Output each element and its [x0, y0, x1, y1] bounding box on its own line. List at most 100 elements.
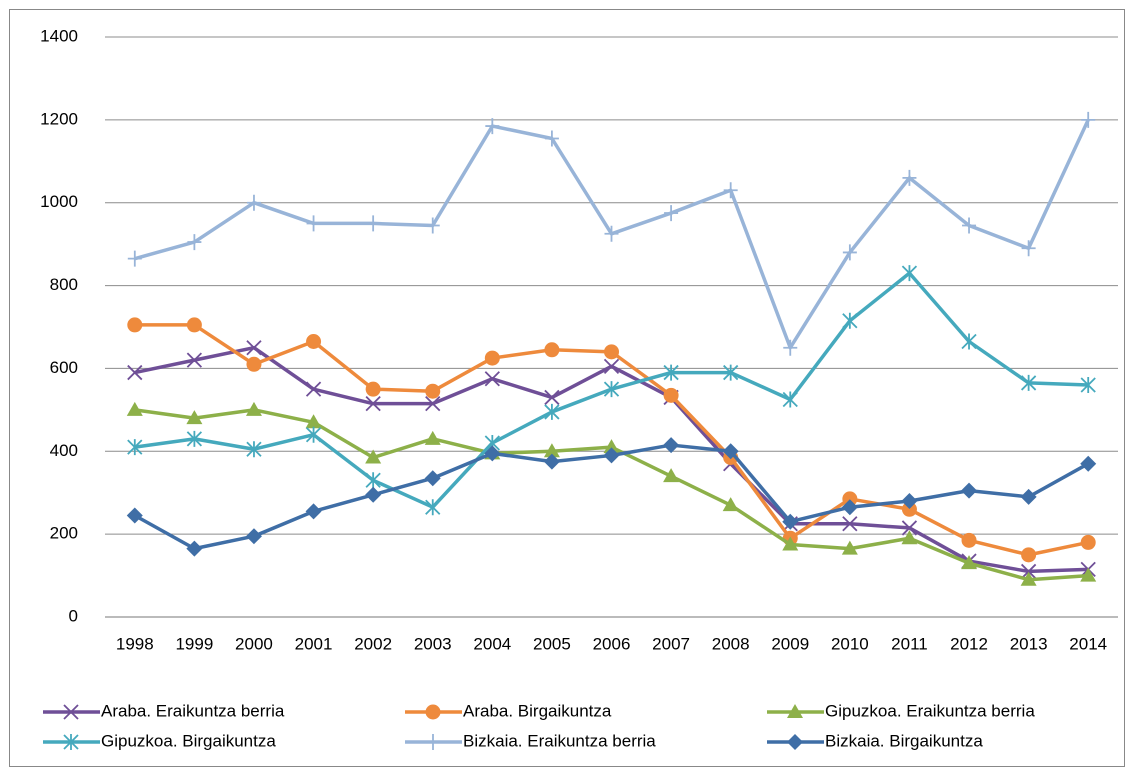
data-point [1020, 488, 1037, 505]
data-point [1080, 377, 1096, 393]
data-point [544, 389, 560, 406]
y-tick-label: 600 [50, 358, 78, 377]
data-point [841, 499, 858, 516]
x-tick-label: 2001 [295, 634, 333, 653]
data-point [246, 340, 262, 356]
data-point [842, 312, 858, 329]
data-point [127, 317, 143, 333]
legend-marker [426, 734, 440, 750]
data-point [186, 430, 203, 447]
x-tick-label: 2008 [712, 634, 750, 653]
data-point [126, 507, 143, 524]
data-point [783, 339, 798, 356]
x-tick-label: 2009 [771, 634, 809, 653]
x-tick-label: 2006 [593, 634, 631, 653]
data-point [1021, 547, 1037, 563]
legend-label: Araba. Eraikuntza berria [101, 701, 285, 720]
x-tick-label: 2013 [1010, 634, 1048, 653]
data-point [962, 217, 977, 234]
data-point [604, 225, 619, 242]
x-tick-label: 2003 [414, 634, 452, 653]
data-point [544, 342, 560, 358]
data-point [365, 381, 381, 397]
data-point [543, 453, 560, 470]
data-point [305, 426, 322, 443]
data-point [484, 350, 500, 366]
data-point [306, 215, 321, 232]
y-tick-label: 200 [50, 524, 78, 543]
x-tick-label: 2005 [533, 634, 571, 653]
data-point [1080, 534, 1096, 550]
data-point [246, 441, 262, 458]
data-point [424, 430, 441, 445]
x-tick-label: 1998 [116, 634, 154, 653]
data-point [246, 356, 262, 372]
data-point [604, 344, 619, 360]
data-point [365, 472, 381, 489]
x-tick-label: 2004 [473, 634, 511, 653]
data-point [901, 501, 917, 517]
data-point [365, 396, 381, 412]
legend-label: Bizkaia. Eraikuntza berria [463, 731, 656, 750]
data-point [1080, 455, 1097, 472]
data-point [425, 217, 440, 234]
data-point [126, 401, 143, 416]
data-point [127, 250, 142, 267]
x-tick-label: 2007 [652, 634, 690, 653]
data-point [723, 182, 738, 199]
data-point [782, 536, 799, 551]
legend-marker [787, 704, 803, 718]
legend-marker [63, 704, 79, 720]
legend-label: Gipuzkoa. Birgaikuntza [101, 731, 276, 750]
data-point [1020, 374, 1037, 391]
data-point [663, 468, 680, 483]
x-tick-label: 2011 [891, 634, 928, 653]
data-point [544, 130, 559, 147]
legend-label: Araba. Birgaikuntza [463, 701, 612, 720]
data-point [722, 497, 739, 512]
legend-marker [787, 734, 803, 750]
data-point [245, 401, 262, 416]
data-point [664, 205, 679, 222]
data-point [901, 520, 918, 536]
legend-marker [425, 704, 441, 720]
data-point [127, 364, 143, 381]
data-point [782, 391, 798, 408]
y-tick-label: 400 [50, 441, 78, 460]
data-point [1020, 563, 1037, 580]
y-tick-label: 1400 [40, 26, 78, 45]
data-point [603, 381, 620, 398]
data-point [305, 414, 322, 429]
data-point [603, 439, 620, 454]
data-point [544, 403, 560, 420]
data-point [961, 482, 978, 499]
data-point [663, 364, 679, 381]
data-point [245, 528, 262, 545]
data-point [305, 381, 322, 397]
data-point [186, 410, 203, 425]
data-point [782, 513, 799, 530]
data-point [603, 447, 620, 464]
data-point [306, 334, 322, 349]
data-point [902, 169, 917, 186]
data-point [424, 470, 441, 487]
data-point [663, 437, 680, 454]
data-point [425, 499, 441, 516]
data-point [1080, 567, 1097, 582]
y-tick-label: 0 [69, 606, 78, 625]
data-point [901, 530, 918, 545]
data-point [186, 352, 203, 368]
data-point [663, 387, 679, 403]
y-tick-label: 1200 [40, 109, 78, 128]
data-point [425, 396, 441, 412]
data-point [305, 503, 322, 520]
data-point [365, 449, 382, 464]
x-tick-label: 2010 [831, 634, 869, 653]
data-point [425, 383, 441, 399]
data-point [901, 493, 918, 509]
data-point [1021, 240, 1036, 257]
data-point [186, 540, 203, 557]
data-point [961, 333, 977, 350]
y-tick-label: 800 [50, 275, 78, 294]
